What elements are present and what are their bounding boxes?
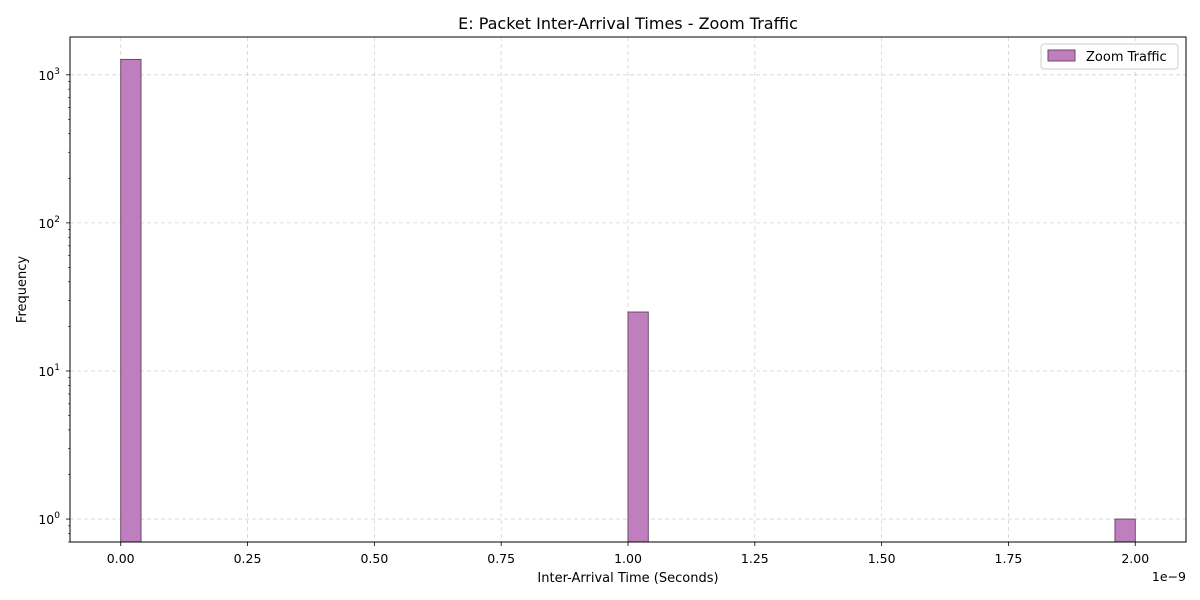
x-tick-label: 0.75 bbox=[487, 551, 515, 566]
x-axis-label: Inter-Arrival Time (Seconds) bbox=[537, 571, 718, 586]
y-tick-label: 103 bbox=[38, 67, 60, 83]
x-tick-label: 1.25 bbox=[741, 551, 769, 566]
x-tick-label: 0.00 bbox=[107, 551, 135, 566]
bars bbox=[120, 58, 1136, 543]
x-tick-label: 0.50 bbox=[360, 551, 388, 566]
x-tick-label: 0.25 bbox=[234, 551, 262, 566]
y-tick-label: 100 bbox=[38, 511, 60, 527]
legend-label: Zoom Traffic bbox=[1086, 50, 1167, 65]
y-tick-label: 102 bbox=[38, 215, 60, 231]
y-axis-ticks: 100 101 102 103 bbox=[38, 67, 70, 543]
histogram-bar bbox=[120, 58, 142, 543]
x-axis-ticks: 0.00 0.25 0.50 0.75 1.00 1.25 1.50 1.75 2.00 bbox=[107, 542, 1149, 566]
x-axis-offset-label: 1e−9 bbox=[1152, 569, 1186, 584]
histogram-bar bbox=[627, 311, 649, 543]
y-axis-label: Frequency bbox=[15, 256, 30, 323]
y-tick-label: 101 bbox=[38, 363, 60, 379]
x-tick-label: 1.50 bbox=[868, 551, 896, 566]
chart-title: E: Packet Inter-Arrival Times - Zoom Tra… bbox=[458, 14, 798, 33]
x-tick-label: 2.00 bbox=[1121, 551, 1149, 566]
x-tick-label: 1.75 bbox=[995, 551, 1023, 566]
histogram-bar bbox=[1114, 518, 1136, 543]
legend: Zoom Traffic bbox=[1040, 43, 1179, 70]
legend-swatch bbox=[1047, 49, 1076, 62]
x-tick-label: 1.00 bbox=[614, 551, 642, 566]
grid bbox=[70, 37, 1186, 542]
